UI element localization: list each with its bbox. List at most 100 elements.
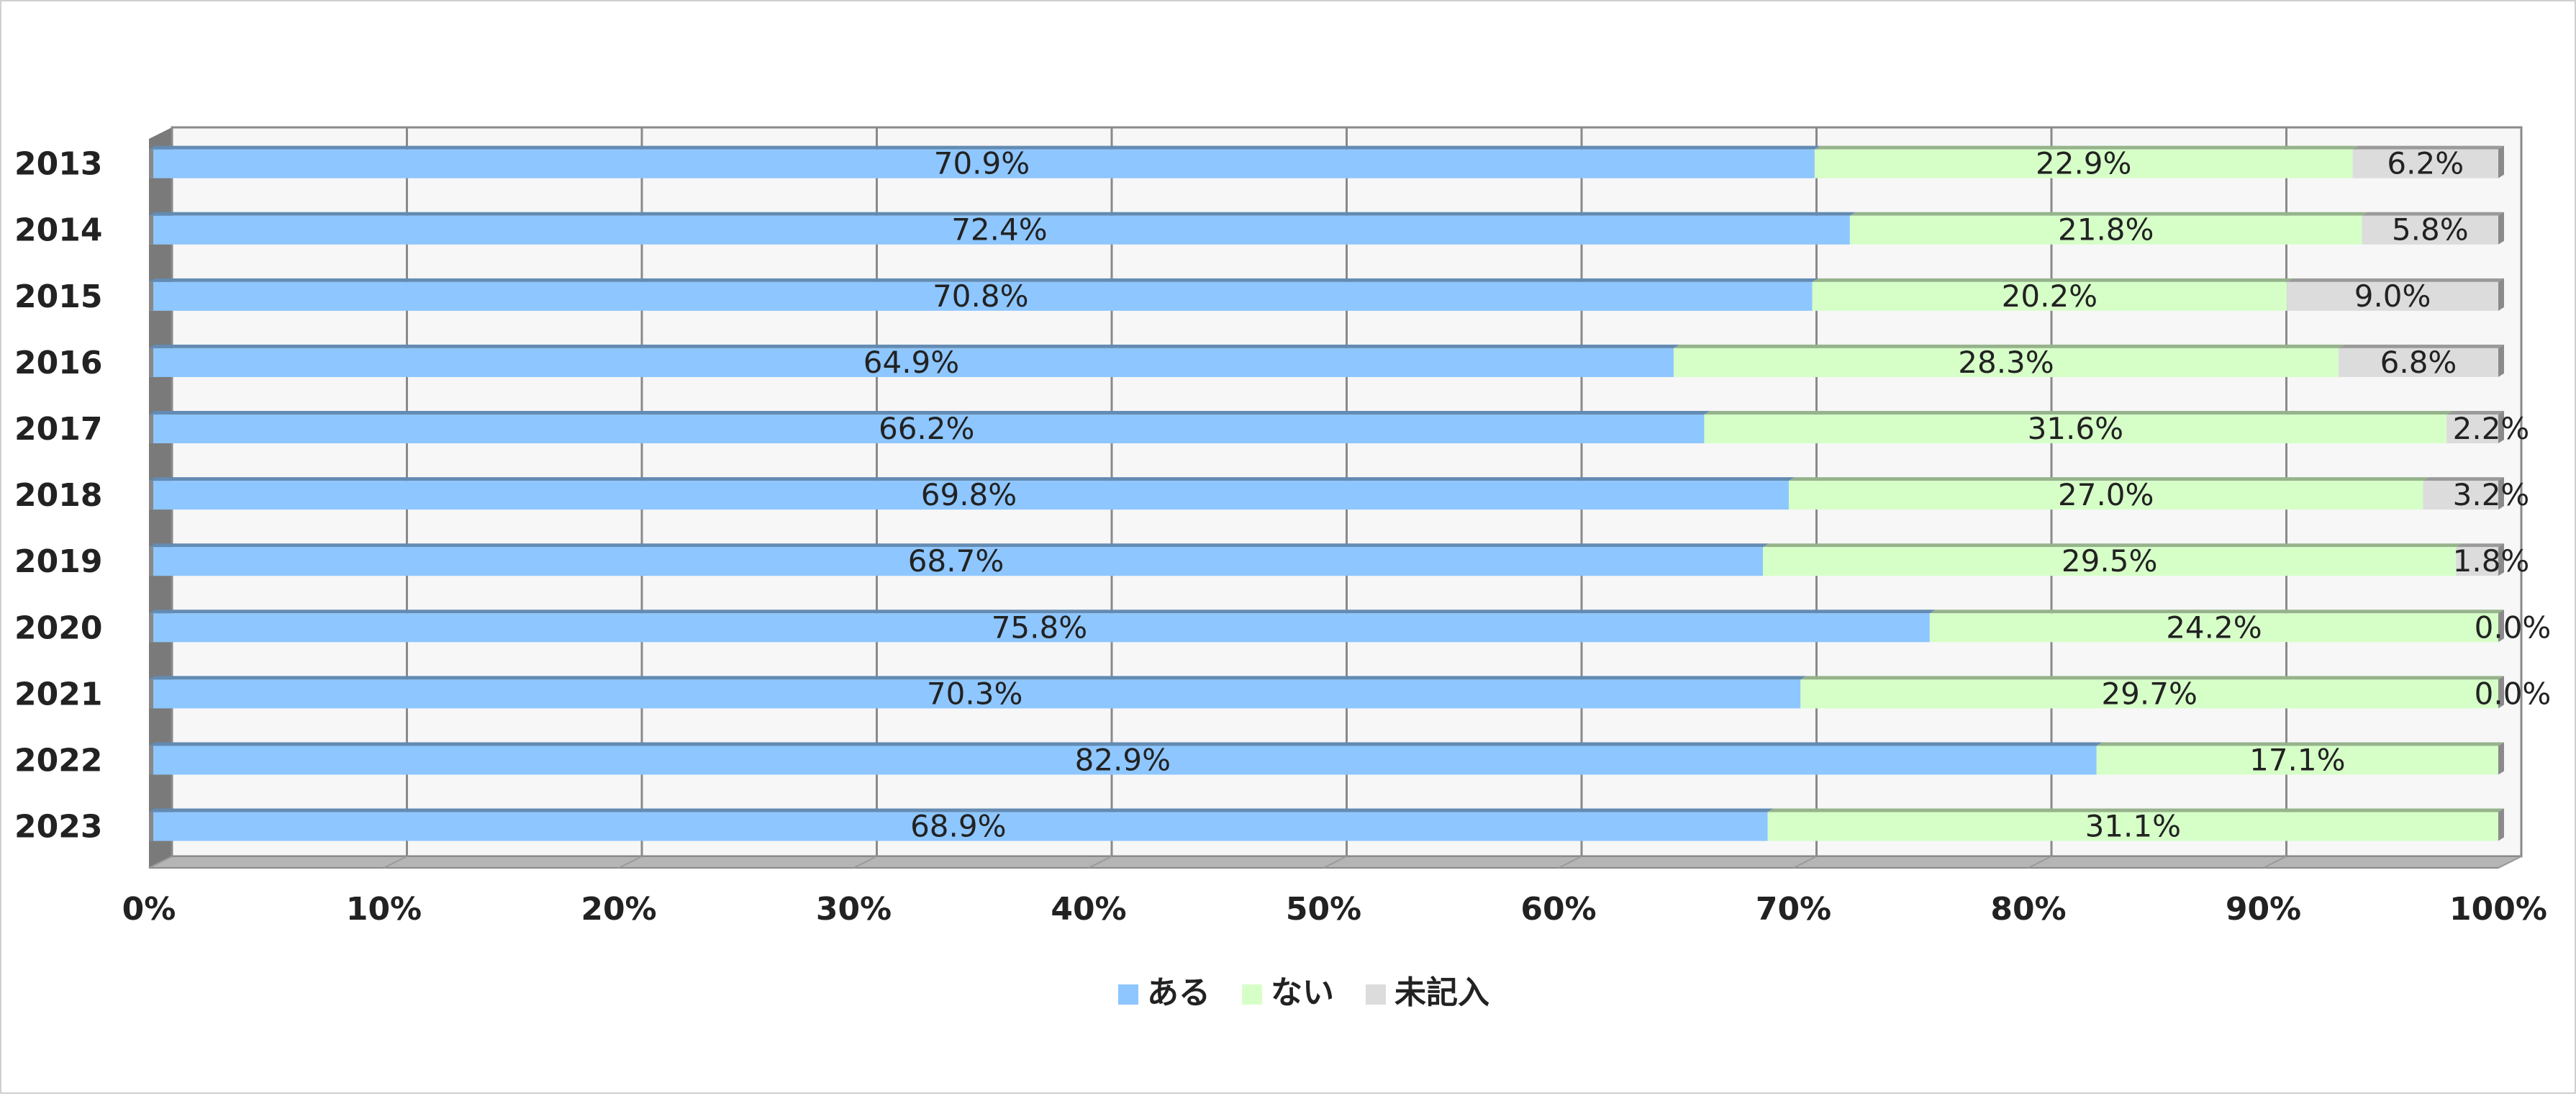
y-tick-label: 2023 [14,809,102,846]
bar-top-face [149,477,1795,481]
data-label: 3.2% [2453,477,2530,512]
bar-top-face [2352,145,2504,150]
bar-start-face [149,415,153,444]
data-label: 69.8% [921,477,1017,512]
data-label: 5.8% [2392,212,2469,248]
data-label: 0.0% [2475,610,2552,645]
x-axis: 0% 10% 20% 30% 40% 50% 60% 70% 80% 90% 100% [122,891,2547,928]
x-tick-label: 10% [346,891,422,928]
floor-gridline [2498,856,2522,869]
bar-segment [1704,415,2447,444]
bar-start-face [149,149,153,178]
x-tick-label: 20% [581,891,656,928]
bar-segment [2338,348,2498,377]
x-tick-label: 80% [1990,891,2066,928]
x-tick-label: 50% [1286,891,1361,928]
bar-segment [1814,149,2353,178]
bar-start-face [149,481,153,510]
bar-segment [1767,812,2498,841]
bar-segment [1849,215,2362,245]
x-tick-label: 70% [1756,891,1831,928]
bar-top-face [149,145,1820,150]
floor-gridline [1088,856,1112,869]
legend-swatch [1118,984,1138,1005]
data-label: 72.4% [951,212,1047,248]
bar-top-face [149,610,1936,614]
y-axis: 2013 2014 2015 2016 2017 2018 2019 2020 2021 2022… [14,146,102,846]
bar-segment [149,348,1674,377]
bar-segment [149,415,1705,444]
data-label: 75.8% [992,610,1087,645]
bar-segment [1788,481,2423,510]
data-label: 68.9% [910,809,1006,844]
bar-segment [149,613,1930,643]
bar-start-face [149,812,153,841]
data-label: 24.2% [2166,610,2262,645]
bar-top-face [1849,212,2368,216]
data-label: 28.3% [1958,345,2054,380]
data-label: 29.7% [2101,676,2197,711]
bar-segment [2423,481,2498,510]
bar-segment [149,281,1813,311]
data-label: 27.0% [2058,477,2154,512]
bar-top-face [2456,543,2504,548]
data-label: 29.5% [2062,543,2157,579]
y-tick-label: 2016 [14,345,102,381]
bar-segment [149,481,1789,510]
bar-segment [1800,679,2498,709]
x-tick-label: 60% [1520,891,1596,928]
data-label: 2.2% [2453,411,2530,446]
bar-segment [2352,149,2498,178]
data-label: 20.2% [2002,278,2097,314]
bar-segment [149,547,1764,576]
bar-end-face [2498,278,2504,311]
y-tick-label: 2021 [14,676,102,712]
data-label: 6.8% [2380,345,2457,380]
floor-gridline [1323,856,1347,869]
data-label: 70.3% [927,676,1022,711]
floor-gridline [1793,856,1817,869]
bar-top-face [1704,411,2453,415]
data-label: 31.6% [2028,411,2123,446]
y-tick-label: 2022 [14,742,102,779]
x-tick-label: 100% [2449,891,2547,928]
bar-start-face [149,348,153,377]
x-tick-label: 0% [122,891,176,928]
bar-top-face [1673,344,2344,348]
bar-top-face [2446,411,2504,415]
floor-gridline [384,856,407,869]
bar-end-face [2498,411,2504,444]
floor-gridline [853,856,877,869]
x-tick-label: 40% [1051,891,1126,928]
floor-gridline [2263,856,2287,869]
bar-top-face [149,543,1769,548]
data-label: 31.1% [2085,809,2181,844]
bar-end-face [2498,676,2504,709]
bar-end-face [2498,742,2504,775]
data-label: 70.8% [933,278,1028,314]
y-tick-label: 2020 [14,610,102,646]
bar-start-face [149,679,153,709]
data-label: 0.0% [2475,676,2552,711]
bar-segment [149,746,2097,775]
bar-end-face [2498,477,2504,510]
bar-end-face [2498,344,2504,377]
bar-end-face [2498,145,2504,178]
bar-top-face [1929,610,2504,614]
bar-top-face [149,278,1818,282]
bar-segment [2362,215,2498,245]
bar-start-face [149,547,153,576]
bar-segment [149,149,1815,178]
data-label: 9.0% [2354,278,2431,314]
legend: ある ない 未記入 [1118,974,1489,1011]
bar-start-face [149,215,153,245]
bar-top-face [2338,344,2504,348]
bar-segment [2446,415,2498,444]
floor-gridline [148,856,173,869]
y-tick-label: 2013 [14,146,102,183]
bar-top-face [1763,543,2462,548]
y-tick-label: 2017 [14,411,102,448]
bar-top-face [149,411,1710,415]
floor-gridline [618,856,643,869]
